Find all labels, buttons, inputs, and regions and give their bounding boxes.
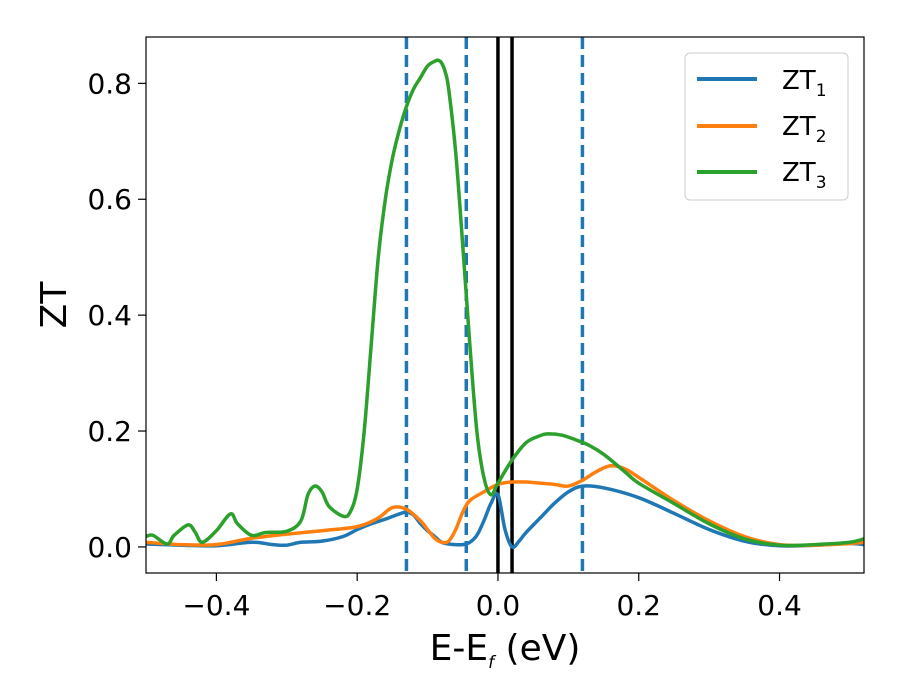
x-tick-label: −0.2 — [323, 589, 391, 622]
series-line-zt2 — [146, 463, 864, 548]
y-axis-label: ZT — [34, 281, 75, 329]
y-axis-ticks: 0.0 0.2 0.4 0.6 0.8 — [87, 67, 146, 564]
x-axis-label: E-Ef (eV) — [430, 628, 581, 673]
legend-label: ZT2 — [782, 112, 827, 147]
y-tick-label: 0.0 — [87, 531, 132, 564]
plot-frame — [145, 36, 865, 574]
series-line-zt1 — [146, 484, 864, 550]
legend-entry-zt2: ZT2 — [697, 112, 827, 147]
x-tick-label: 0.0 — [476, 589, 521, 622]
legend-label: ZT3 — [782, 158, 827, 193]
y-tick-label: 0.8 — [87, 67, 132, 100]
legend-entry-zt1: ZT1 — [697, 66, 827, 101]
x-tick-label: 0.2 — [616, 589, 661, 622]
legend-box — [684, 52, 849, 201]
legend-label: ZT1 — [782, 66, 827, 101]
series-lines — [146, 58, 864, 550]
x-tick-label: −0.4 — [182, 589, 250, 622]
x-tick-label: 0.4 — [757, 589, 802, 622]
legend-entry-zt3: ZT3 — [697, 158, 827, 193]
y-tick-label: 0.4 — [87, 299, 132, 332]
y-tick-label: 0.2 — [87, 415, 132, 448]
legend: ZT1 ZT2 ZT3 — [684, 52, 849, 201]
series-line-zt3 — [146, 58, 864, 548]
x-axis-ticks: −0.4 −0.2 0.0 0.2 0.4 — [182, 573, 802, 622]
y-tick-label: 0.6 — [87, 183, 132, 216]
